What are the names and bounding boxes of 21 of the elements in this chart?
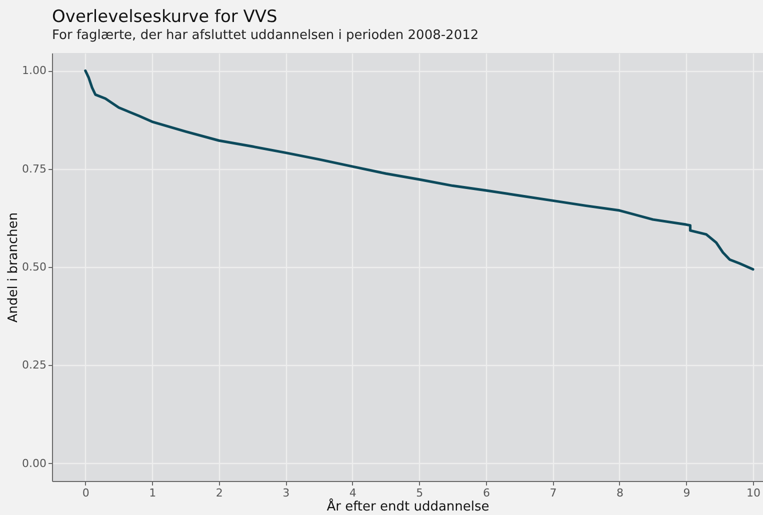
x-tick-label: 5 xyxy=(416,486,424,500)
x-tick-label: 3 xyxy=(282,486,290,500)
y-tick-label: 0.75 xyxy=(22,162,46,176)
y-tick-label: 0.00 xyxy=(22,456,46,470)
y-tick-label: 0.25 xyxy=(22,358,46,372)
chart-title: Overlevelseskurve for VVS xyxy=(52,7,278,27)
x-tick-label: 4 xyxy=(349,486,356,500)
x-tick-label: 6 xyxy=(482,486,490,500)
x-tick-label: 10 xyxy=(746,486,760,500)
x-tick-label: 2 xyxy=(216,486,223,500)
x-tick-label: 7 xyxy=(550,486,557,500)
x-tick-label: 1 xyxy=(149,486,156,500)
x-tick-label: 8 xyxy=(616,486,624,500)
x-tick-label: 9 xyxy=(683,486,690,500)
chart-subtitle: For faglærte, der har afsluttet uddannelsen i perioden 2008-2012 xyxy=(52,28,479,43)
y-axis-title: Andel i branchen xyxy=(6,212,22,323)
x-tick-label: 0 xyxy=(82,486,90,500)
y-tick-label: 1.00 xyxy=(22,64,46,78)
y-tick-label: 0.50 xyxy=(22,260,46,274)
line-series xyxy=(84,69,754,271)
x-axis-title: År efter endt uddannelse xyxy=(326,498,490,514)
